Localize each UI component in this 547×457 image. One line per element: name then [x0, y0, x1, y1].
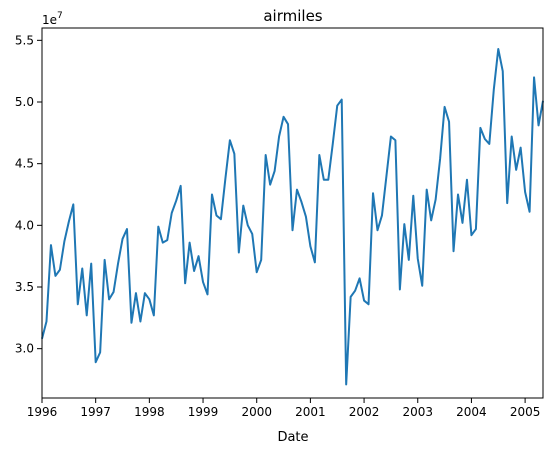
x-tick-label: 1998: [134, 405, 165, 419]
y-tick-label: 4.0: [15, 218, 34, 232]
x-tick-label: 2004: [456, 405, 487, 419]
y-tick-label: 5.5: [15, 33, 34, 47]
y-axis-ticks: 3.0 3.5 4.0 4.5 5.0 5.5: [15, 33, 42, 356]
x-tick-label: 1996: [27, 405, 58, 419]
x-tick-label: 2003: [402, 405, 433, 419]
x-tick-label: 2001: [295, 405, 326, 419]
x-tick-label: 2005: [510, 405, 541, 419]
series-layer: [41, 47, 544, 386]
y-axis-offset-label: 1e7: [42, 11, 63, 27]
x-tick-label: 1997: [80, 405, 111, 419]
y-tick-label: 3.5: [15, 280, 34, 294]
x-tick-label: 1999: [188, 405, 219, 419]
chart-title: airmiles: [263, 7, 322, 25]
y-offset-base: 1e: [42, 13, 57, 27]
x-axis-label: Date: [277, 430, 308, 445]
y-tick-label: 4.5: [15, 157, 34, 171]
y-offset-exponent: 7: [57, 11, 63, 21]
y-tick-label: 3.0: [15, 342, 34, 356]
x-tick-label: 2000: [241, 405, 272, 419]
series-line-0: [41, 47, 544, 386]
x-tick-label: 2002: [349, 405, 380, 419]
y-tick-label: 5.0: [15, 95, 34, 109]
x-axis-ticks: 1996 1997 1998 1999 2000 2001 2002 2003 2004 2005: [27, 398, 541, 419]
plot-area-frame: [41, 27, 544, 399]
